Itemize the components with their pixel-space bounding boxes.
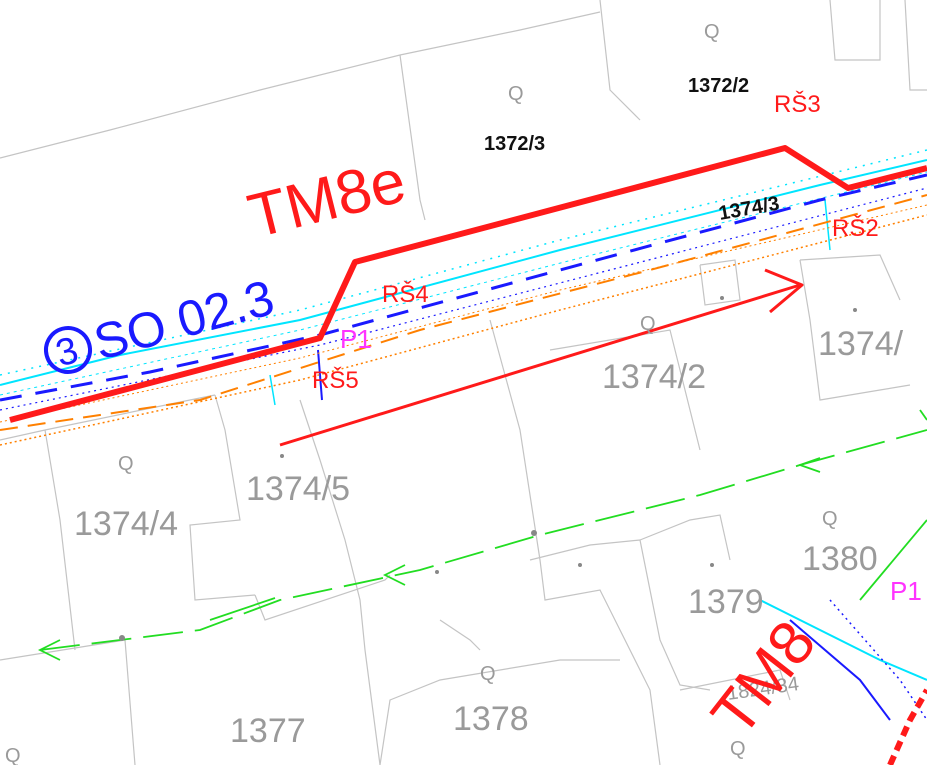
parcel-1374-edge: 1374/ xyxy=(818,325,904,363)
parcel-1377: 1377 xyxy=(230,712,306,750)
label-rs2: RŠ2 xyxy=(832,214,879,242)
gas-line xyxy=(0,194,927,446)
parcel-1372-2: 1372/2 xyxy=(688,75,749,97)
cyan-conduits xyxy=(0,149,927,681)
parcel-1378: 1378 xyxy=(453,700,529,738)
pipe-tm8 xyxy=(887,688,927,765)
marker-q: Q xyxy=(704,21,720,43)
pipe-tm8e xyxy=(9,145,927,447)
parcel-1374-2: 1374/2 xyxy=(602,358,706,396)
label-tm8: TM8 xyxy=(699,608,830,748)
marker-q: Q xyxy=(118,453,134,475)
marker-q: Q xyxy=(508,83,524,105)
marker-q: Q xyxy=(730,738,746,760)
so-label: 3 SO 02.3 xyxy=(44,269,280,375)
label-tm8e: TM8e xyxy=(242,146,412,251)
label-rs5: RŠ5 xyxy=(312,366,359,394)
green-line xyxy=(37,409,927,661)
label-p1: P1 xyxy=(340,324,372,354)
parcel-1374-5: 1374/5 xyxy=(246,470,350,508)
parcel-1374-4: 1374/4 xyxy=(74,505,178,543)
marker-q: Q xyxy=(5,745,21,765)
marker-q: Q xyxy=(822,508,838,530)
circled-number xyxy=(44,326,92,374)
marker-q: Q xyxy=(480,663,496,685)
parcel-1379: 1379 xyxy=(688,583,764,621)
parcel-numbers: 1372/2 1372/3 1374/3 1374/2 1374/ 1374/5… xyxy=(74,75,904,750)
parcel-1380: 1380 xyxy=(802,540,878,578)
label-p1-right: P1 xyxy=(890,576,922,606)
marker-q: Q xyxy=(640,313,656,335)
parcel-1372-3: 1372/3 xyxy=(484,133,545,155)
pipe-labels: TM8e RŠ3 RŠ2 RŠ4 RŠ5 TM8 xyxy=(242,90,879,749)
label-rs3: RŠ3 xyxy=(774,90,821,118)
label-rs4: RŠ4 xyxy=(382,280,429,308)
point-labels: P1 P1 xyxy=(340,324,922,606)
parcel-markers: Q Q Q Q Q Q Q Q xyxy=(5,21,838,765)
manholes xyxy=(119,296,857,641)
